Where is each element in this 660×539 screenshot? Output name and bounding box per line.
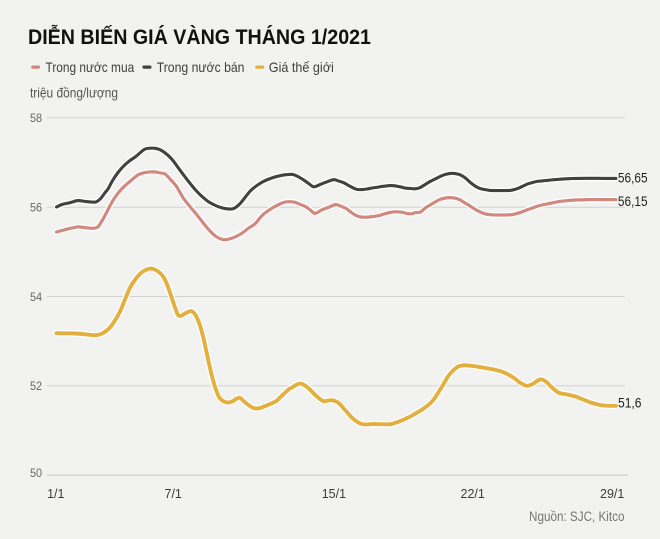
svg-text:Trong nước mua: Trong nước mua xyxy=(46,59,135,75)
svg-text:51,6: 51,6 xyxy=(618,395,642,410)
svg-text:50: 50 xyxy=(30,466,42,480)
svg-text:7/1: 7/1 xyxy=(165,487,182,501)
svg-text:22/1: 22/1 xyxy=(461,487,485,501)
svg-text:Trong nước bán: Trong nước bán xyxy=(157,59,245,75)
svg-text:triệu đồng/lượng: triệu đồng/lượng xyxy=(30,85,118,101)
svg-text:DIỄN BIẾN GIÁ VÀNG THÁNG 1/202: DIỄN BIẾN GIÁ VÀNG THÁNG 1/2021 xyxy=(28,26,371,49)
svg-text:Nguồn: SJC, Kitco: Nguồn: SJC, Kitco xyxy=(529,509,625,524)
svg-text:29/1: 29/1 xyxy=(600,487,624,501)
svg-text:54: 54 xyxy=(30,290,42,304)
svg-text:Giá thế giới: Giá thế giới xyxy=(269,59,334,75)
svg-text:1/1: 1/1 xyxy=(47,487,64,501)
svg-text:52: 52 xyxy=(30,379,42,393)
svg-text:15/1: 15/1 xyxy=(322,487,346,501)
svg-text:56: 56 xyxy=(30,201,42,215)
svg-text:56,65: 56,65 xyxy=(618,170,648,185)
svg-text:58: 58 xyxy=(30,111,42,125)
svg-text:56,15: 56,15 xyxy=(618,194,648,209)
